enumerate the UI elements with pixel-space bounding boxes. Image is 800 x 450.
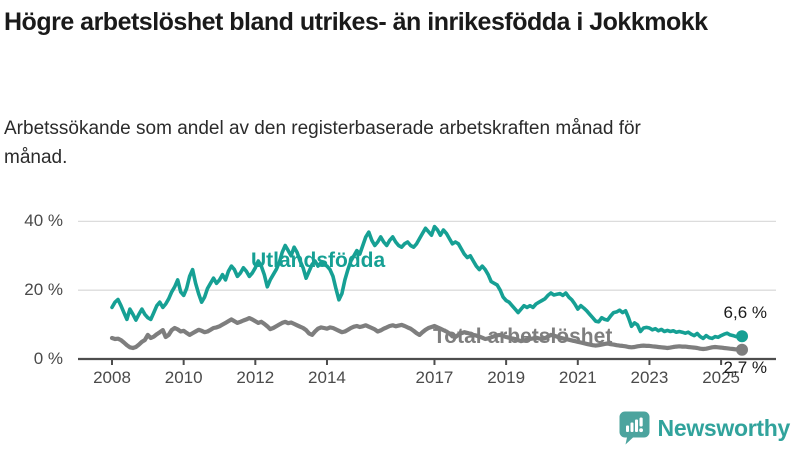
end-dot-utlandsfodda (736, 330, 749, 343)
bar-chart-speech-bubble-icon (619, 411, 650, 445)
x-axis-tick-label: 2008 (93, 368, 131, 387)
end-value-label-utlandsfodda: 6,6 % (723, 303, 767, 322)
newsworthy-wordmark: Newsworthy (657, 414, 791, 441)
newsworthy-logo: Newsworthy (619, 411, 790, 445)
chart-title: Högre arbetslöshet bland utrikes- än inr… (4, 8, 708, 36)
y-axis-tick-label: 40 % (24, 211, 63, 231)
line-utlandsfodda (110, 224, 744, 341)
y-axis-tick-label: 0 % (33, 349, 63, 368)
series-label-utlandsfodda: Utlandsfödda (251, 249, 386, 272)
x-axis-tick-label: 2014 (308, 368, 346, 387)
y-axis-tick-label: 20 % (24, 280, 63, 300)
end-dot-total-arbetsloshet (736, 343, 749, 356)
x-axis-tick-label: 2019 (487, 368, 526, 387)
x-axis-tick-label: 2010 (164, 368, 203, 387)
end-value-label-total: 2,7 % (723, 358, 767, 377)
line-total-arbetsloshet (109, 316, 745, 352)
x-axis-tick-label: 2021 (558, 368, 597, 387)
x-axis-tick-label: 2025 (702, 368, 741, 387)
x-axis-tick-label: 2023 (630, 368, 669, 387)
chart-subtitle: Arbetssökande som andel av den registerb… (4, 118, 641, 169)
x-axis-tick-label: 2017 (415, 368, 454, 387)
series-label-total-arbetsloshet: Total arbetslöshet (433, 325, 613, 348)
x-axis-tick-label: 2012 (236, 368, 275, 387)
